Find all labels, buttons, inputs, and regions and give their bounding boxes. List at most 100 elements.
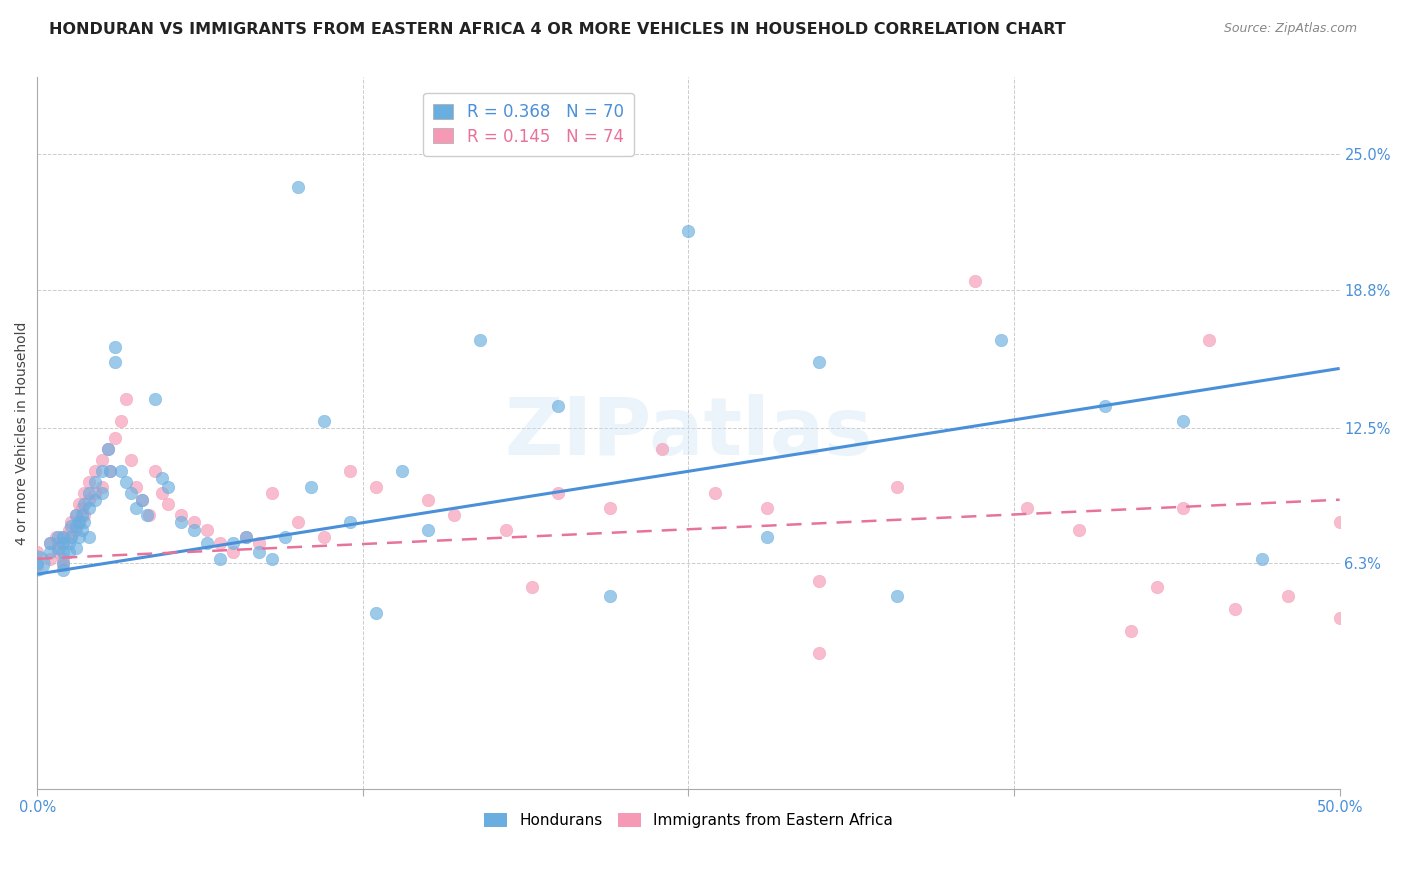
- Point: [807, 574, 830, 588]
- Point: [97, 442, 120, 457]
- Point: [52, 530, 75, 544]
- Point: [1121, 624, 1143, 638]
- Point: [131, 492, 153, 507]
- Point: [79, 530, 101, 544]
- Point: [27, 558, 49, 573]
- Point: [150, 486, 173, 500]
- Point: [27, 556, 49, 570]
- Point: [58, 545, 80, 559]
- Point: [339, 515, 361, 529]
- Point: [131, 492, 153, 507]
- Point: [1146, 580, 1168, 594]
- Point: [183, 515, 205, 529]
- Point: [755, 501, 778, 516]
- Point: [91, 486, 114, 500]
- Point: [364, 607, 387, 621]
- Point: [1225, 602, 1247, 616]
- Point: [60, 530, 83, 544]
- Point: [91, 453, 114, 467]
- Point: [963, 274, 986, 288]
- Point: [443, 508, 465, 522]
- Point: [807, 646, 830, 660]
- Point: [39, 536, 62, 550]
- Point: [886, 589, 908, 603]
- Text: Source: ZipAtlas.com: Source: ZipAtlas.com: [1223, 22, 1357, 36]
- Point: [104, 340, 127, 354]
- Point: [260, 486, 283, 500]
- Point: [125, 480, 148, 494]
- Point: [115, 392, 138, 406]
- Point: [104, 432, 127, 446]
- Y-axis label: 4 or more Vehicles in Household: 4 or more Vehicles in Household: [15, 321, 30, 545]
- Point: [299, 480, 322, 494]
- Point: [70, 524, 93, 538]
- Point: [45, 530, 67, 544]
- Point: [208, 536, 231, 550]
- Point: [104, 355, 127, 369]
- Point: [52, 563, 75, 577]
- Point: [67, 515, 90, 529]
- Point: [886, 480, 908, 494]
- Point: [39, 551, 62, 566]
- Point: [150, 471, 173, 485]
- Point: [58, 536, 80, 550]
- Text: HONDURAN VS IMMIGRANTS FROM EASTERN AFRICA 4 OR MORE VEHICLES IN HOUSEHOLD CORRE: HONDURAN VS IMMIGRANTS FROM EASTERN AFRI…: [49, 22, 1066, 37]
- Point: [79, 486, 101, 500]
- Point: [468, 333, 491, 347]
- Point: [364, 480, 387, 494]
- Point: [73, 515, 96, 529]
- Point: [143, 392, 166, 406]
- Point: [755, 530, 778, 544]
- Point: [46, 541, 69, 555]
- Point: [312, 530, 335, 544]
- Point: [247, 545, 270, 559]
- Point: [65, 524, 87, 538]
- Point: [1094, 399, 1116, 413]
- Point: [52, 536, 75, 550]
- Point: [83, 475, 105, 490]
- Point: [1277, 589, 1299, 603]
- Point: [195, 524, 218, 538]
- Point: [235, 530, 257, 544]
- Point: [73, 486, 96, 500]
- Point: [52, 558, 75, 573]
- Point: [52, 551, 75, 566]
- Point: [1198, 333, 1220, 347]
- Point: [247, 536, 270, 550]
- Point: [83, 492, 105, 507]
- Point: [339, 464, 361, 478]
- Point: [135, 508, 157, 522]
- Point: [208, 551, 231, 566]
- Point: [70, 501, 93, 516]
- Point: [678, 224, 700, 238]
- Point: [67, 497, 90, 511]
- Point: [52, 530, 75, 544]
- Point: [183, 524, 205, 538]
- Point: [547, 399, 569, 413]
- Point: [115, 475, 138, 490]
- Point: [27, 545, 49, 559]
- Point: [416, 524, 439, 538]
- Point: [651, 442, 673, 457]
- Point: [391, 464, 413, 478]
- Point: [416, 492, 439, 507]
- Point: [83, 486, 105, 500]
- Point: [39, 536, 62, 550]
- Point: [169, 515, 191, 529]
- Point: [1173, 501, 1195, 516]
- Point: [83, 464, 105, 478]
- Point: [65, 508, 87, 522]
- Point: [52, 556, 75, 570]
- Point: [46, 530, 69, 544]
- Point: [1017, 501, 1039, 516]
- Point: [138, 508, 160, 522]
- Point: [67, 530, 90, 544]
- Point: [1069, 524, 1091, 538]
- Point: [65, 541, 87, 555]
- Point: [120, 486, 142, 500]
- Point: [52, 536, 75, 550]
- Point: [46, 536, 69, 550]
- Legend: Hondurans, Immigrants from Eastern Africa: Hondurans, Immigrants from Eastern Afric…: [478, 807, 898, 834]
- Point: [58, 524, 80, 538]
- Point: [221, 545, 243, 559]
